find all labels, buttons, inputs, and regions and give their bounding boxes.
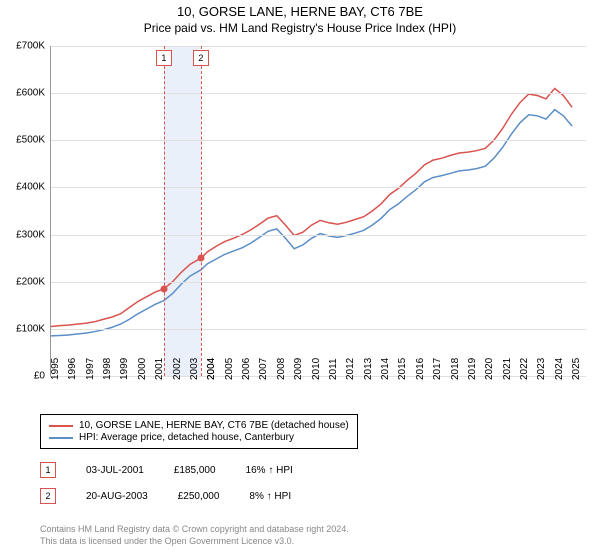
y-axis-label: £100K <box>16 323 45 334</box>
sale-marker: 2 <box>40 488 56 504</box>
y-axis-label: £400K <box>16 182 45 193</box>
sale-price: £250,000 <box>178 491 220 502</box>
legend-item: 10, GORSE LANE, HERNE BAY, CT6 7BE (deta… <box>49 420 349 431</box>
sale-delta: 8% ↑ HPI <box>249 491 291 502</box>
x-axis-label: 2006 <box>241 358 252 380</box>
x-axis-label: 2009 <box>293 358 304 380</box>
x-axis-label: 2000 <box>137 358 148 380</box>
x-axis-label: 2023 <box>536 358 547 380</box>
y-axis-label: £600K <box>16 88 45 99</box>
x-axis-label: 2025 <box>571 358 582 380</box>
x-axis-label: 1997 <box>85 358 96 380</box>
x-axis-label: 1996 <box>67 358 78 380</box>
legend-swatch <box>49 437 73 439</box>
x-axis-label: 2008 <box>276 358 287 380</box>
x-axis-label: 2024 <box>554 358 565 380</box>
x-axis-label: 2012 <box>345 358 356 380</box>
sale-date: 03-JUL-2001 <box>86 465 144 476</box>
y-axis-label: £0 <box>34 371 45 382</box>
x-axis-label: 2019 <box>467 358 478 380</box>
marker-line <box>164 46 165 376</box>
gridline <box>51 235 586 236</box>
x-axis-label: 2013 <box>363 358 374 380</box>
chart-subtitle: Price paid vs. HM Land Registry's House … <box>0 21 600 35</box>
y-axis-label: £300K <box>16 229 45 240</box>
footer-line: Contains HM Land Registry data © Crown c… <box>40 524 349 536</box>
x-axis-label: 2018 <box>450 358 461 380</box>
x-axis-label: 2022 <box>519 358 530 380</box>
x-axis-label: 2021 <box>502 358 513 380</box>
footer: Contains HM Land Registry data © Crown c… <box>40 524 349 547</box>
x-axis-label: 2003 <box>189 358 200 380</box>
sale-dot <box>160 285 167 292</box>
x-axis-label: 2010 <box>311 358 322 380</box>
x-axis-label: 2016 <box>415 358 426 380</box>
marker-line <box>201 46 202 376</box>
x-axis-label: 2007 <box>258 358 269 380</box>
x-axis-label: 2011 <box>328 358 339 380</box>
x-axis-label: 2001 <box>154 358 165 380</box>
x-axis-label: 1995 <box>50 358 61 380</box>
marker-box: 1 <box>156 50 172 66</box>
y-axis-label: £500K <box>16 135 45 146</box>
gridline <box>51 187 586 188</box>
x-axis-label: 1998 <box>102 358 113 380</box>
legend: 10, GORSE LANE, HERNE BAY, CT6 7BE (deta… <box>40 414 358 449</box>
sale-price: £185,000 <box>174 465 216 476</box>
legend-label: HPI: Average price, detached house, Cant… <box>79 432 294 443</box>
legend-label: 10, GORSE LANE, HERNE BAY, CT6 7BE (deta… <box>79 420 349 431</box>
chart-lines <box>51 46 586 376</box>
sale-marker: 1 <box>40 462 56 478</box>
x-axis-label: 2020 <box>484 358 495 380</box>
plot-region: 12 <box>50 46 586 377</box>
sale-row: 2 20-AUG-2003 £250,000 8% ↑ HPI <box>40 488 291 504</box>
sale-row: 1 03-JUL-2001 £185,000 16% ↑ HPI <box>40 462 293 478</box>
chart-area: 12 £0£100K£200K£300K£400K£500K£600K£700K… <box>50 46 585 376</box>
x-axis-label: 2014 <box>380 358 391 380</box>
series-line-hpi <box>51 110 572 336</box>
gridline <box>51 93 586 94</box>
gridline <box>51 140 586 141</box>
x-axis-label: 2005 <box>224 358 235 380</box>
series-line-price_paid <box>51 88 572 326</box>
sale-date: 20-AUG-2003 <box>86 491 148 502</box>
marker-box: 2 <box>193 50 209 66</box>
x-axis-label: 2017 <box>432 358 443 380</box>
x-axis-label: 2004 <box>206 358 217 380</box>
sale-dot <box>197 255 204 262</box>
legend-item: HPI: Average price, detached house, Cant… <box>49 432 349 443</box>
gridline <box>51 46 586 47</box>
sale-delta: 16% ↑ HPI <box>246 465 293 476</box>
x-axis-label: 1999 <box>119 358 130 380</box>
x-axis-label: 2015 <box>397 358 408 380</box>
title-block: 10, GORSE LANE, HERNE BAY, CT6 7BE Price… <box>0 0 600 35</box>
footer-line: This data is licensed under the Open Gov… <box>40 536 349 548</box>
x-axis-label: 2002 <box>172 358 183 380</box>
legend-swatch <box>49 425 73 427</box>
y-axis-label: £700K <box>16 41 45 52</box>
chart-title: 10, GORSE LANE, HERNE BAY, CT6 7BE <box>0 4 600 19</box>
gridline <box>51 329 586 330</box>
gridline <box>51 282 586 283</box>
y-axis-label: £200K <box>16 276 45 287</box>
